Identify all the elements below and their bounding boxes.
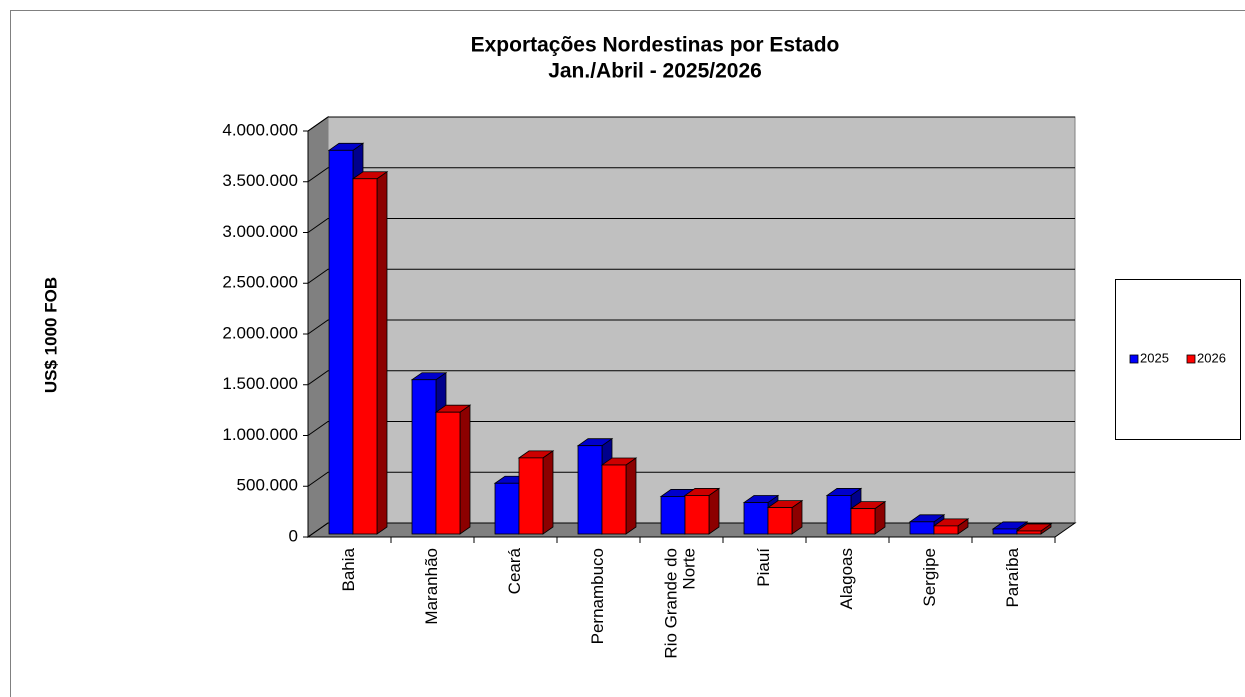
- y-tick-label: 3.500.000: [222, 171, 298, 190]
- grid-line: [307, 370, 1075, 386]
- bar-side: [542, 450, 554, 535]
- bar: [1015, 523, 1053, 535]
- bar: [766, 499, 804, 535]
- grid-line: [307, 116, 1075, 132]
- bar: [683, 487, 721, 535]
- x-tick-label: Sergipe: [920, 548, 939, 607]
- bar-side: [625, 457, 637, 535]
- y-tick-label: 500.000: [237, 476, 298, 495]
- bar-front: [826, 495, 852, 535]
- bar: [434, 404, 472, 535]
- bar-front: [850, 508, 876, 535]
- grid-line: [307, 319, 1075, 335]
- grid-line: [307, 167, 1075, 183]
- chart-subtitle: Jan./Abril - 2025/2026: [548, 60, 762, 83]
- bar-front: [743, 502, 769, 535]
- grid-line: [307, 218, 1075, 233]
- y-axis-label: US$ 1000 FOB: [41, 277, 60, 393]
- bar-front: [435, 411, 461, 535]
- bar: [600, 457, 638, 535]
- bar-front: [992, 528, 1018, 535]
- bar-front: [767, 507, 793, 535]
- x-tick-label: Ceará: [505, 547, 524, 594]
- y-tick-label: 4.000.000: [222, 120, 298, 139]
- legend-label: 2026: [1197, 350, 1226, 365]
- y-tick-label: 3.000.000: [222, 222, 298, 241]
- bar-front: [411, 379, 437, 535]
- chart-title: Exportações Nordestinas por Estado: [471, 34, 840, 57]
- bar-front: [660, 496, 686, 535]
- bar: [932, 518, 970, 535]
- bar-front: [909, 521, 935, 535]
- x-tick-label: Bahia: [339, 547, 358, 591]
- x-tick-label: Rio Grande doNorte: [662, 548, 699, 659]
- x-tick-label: Maranhão: [422, 548, 441, 625]
- bar-side: [376, 170, 388, 535]
- y-tick-label: 2.000.000: [222, 323, 298, 342]
- bar-front: [328, 149, 354, 535]
- legend-label: 2025: [1140, 350, 1169, 365]
- x-tick-label: Piauí: [754, 548, 773, 587]
- y-tick-label: 1.000.000: [222, 425, 298, 444]
- bar: [849, 500, 887, 535]
- legend-swatch: [1129, 354, 1139, 364]
- legend-swatch: [1186, 354, 1196, 364]
- grid-line: [307, 522, 1075, 538]
- grid-line: [307, 471, 1075, 487]
- y-tick-label: 2.500.000: [222, 273, 298, 292]
- bar-side: [459, 404, 471, 535]
- bar-front: [933, 525, 959, 535]
- bar-front: [1016, 530, 1042, 535]
- bar-front: [577, 445, 603, 535]
- bar-front: [518, 457, 544, 535]
- x-tick-label: Alagoas: [837, 548, 856, 609]
- x-tick-label: Pernambuco: [588, 548, 607, 644]
- bar-front: [352, 178, 378, 535]
- grid-line: [307, 421, 1075, 436]
- bar-front: [684, 495, 710, 535]
- bar-side: [708, 487, 720, 535]
- bar-front: [601, 464, 627, 535]
- bar: [351, 170, 389, 535]
- bar-front: [494, 482, 520, 535]
- bar: [517, 450, 555, 535]
- x-tick-label: Paraíba: [1003, 547, 1022, 607]
- grid-line: [307, 268, 1075, 284]
- y-tick-label: 0: [289, 526, 298, 545]
- y-tick-label: 1.500.000: [222, 374, 298, 393]
